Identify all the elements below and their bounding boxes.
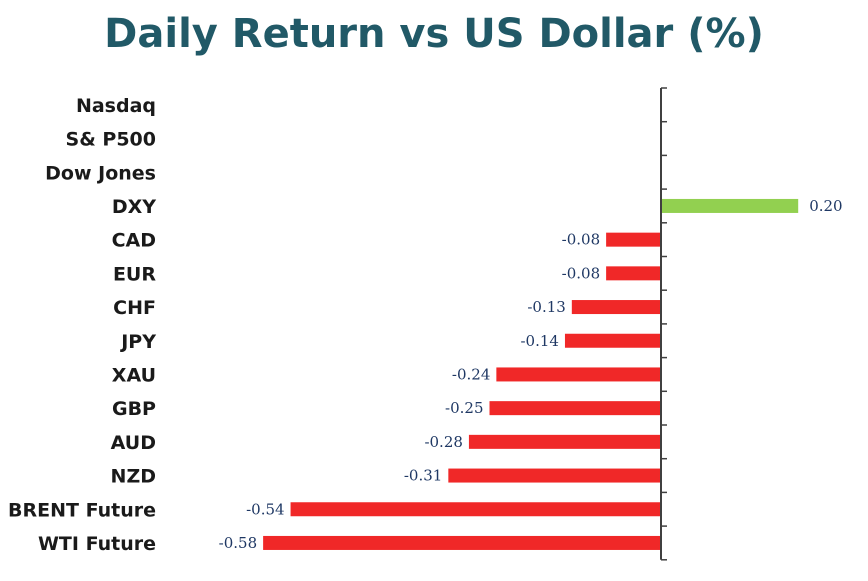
bar — [571, 300, 661, 315]
category-label: EUR — [113, 263, 156, 285]
chart-title: Daily Return vs US Dollar (%) — [104, 11, 764, 57]
data-label: -0.13 — [527, 298, 565, 316]
data-label: -0.31 — [404, 467, 442, 485]
data-label: 0.20 — [809, 197, 842, 215]
data-label: -0.08 — [562, 264, 600, 282]
bar — [606, 232, 661, 247]
data-label: -0.14 — [520, 332, 558, 350]
category-label: WTI Future — [38, 533, 156, 555]
data-label: -0.08 — [562, 231, 600, 249]
bar — [263, 535, 661, 550]
category-label: AUD — [111, 432, 156, 454]
bar — [661, 198, 799, 213]
category-label: JPY — [119, 331, 156, 353]
bar — [468, 434, 661, 449]
category-label: CAD — [112, 230, 156, 252]
category-label: S& P500 — [66, 129, 156, 151]
category-label: Nasdaq — [76, 95, 156, 117]
category-label: CHF — [113, 297, 156, 319]
category-label: Dow Jones — [45, 162, 156, 184]
bar — [489, 401, 661, 416]
category-label: GBP — [112, 398, 156, 420]
data-label: -0.24 — [452, 365, 490, 383]
bar — [448, 468, 661, 483]
data-label: -0.58 — [219, 534, 257, 552]
value-axis — [660, 87, 667, 561]
bars-layer — [263, 198, 799, 550]
labels-layer: Nasdaq S& P500 Dow Jones DXY 0.20 CAD -0.08 EUR… — [8, 95, 843, 555]
bar — [606, 266, 661, 281]
data-label: -0.28 — [424, 433, 462, 451]
data-label: -0.54 — [246, 500, 284, 518]
category-label: XAU — [112, 364, 156, 386]
bar — [496, 367, 661, 382]
data-label: -0.25 — [445, 399, 483, 417]
category-label: DXY — [112, 196, 156, 218]
bar — [564, 333, 661, 348]
category-label: BRENT Future — [8, 499, 156, 521]
bar — [290, 502, 661, 517]
category-label: NZD — [111, 466, 156, 488]
